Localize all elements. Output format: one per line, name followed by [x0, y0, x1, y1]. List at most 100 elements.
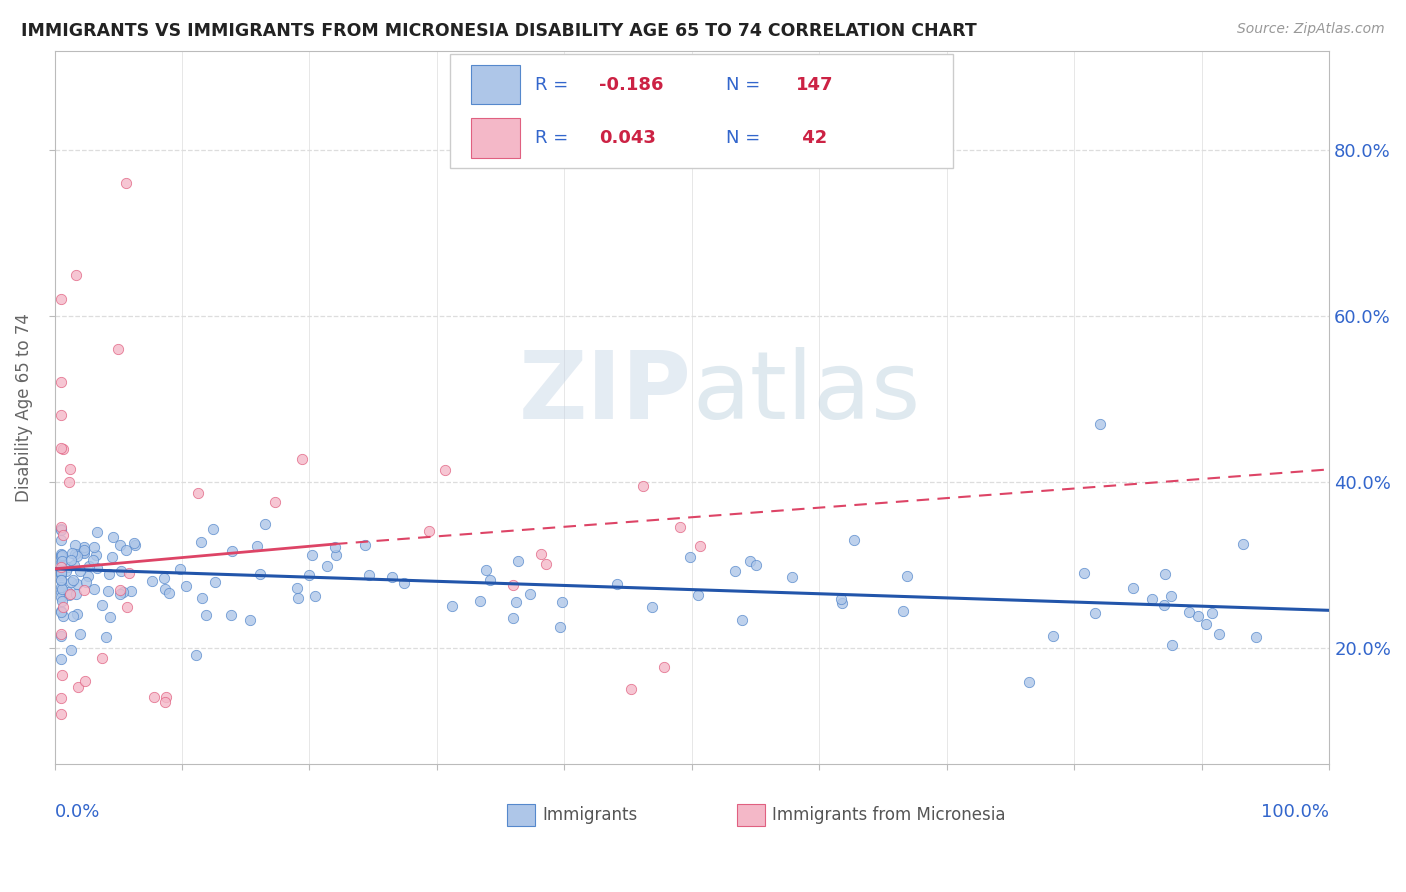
Point	[120, 583, 142, 598]
Text: R =: R =	[536, 76, 574, 94]
Point	[686, 588, 709, 602]
Point	[56, 585, 79, 599]
Point	[221, 544, 243, 558]
Point	[202, 522, 225, 536]
Point	[49, 293, 72, 307]
Point	[433, 463, 456, 477]
Point	[49, 409, 72, 423]
Point	[418, 524, 440, 538]
Point	[1073, 566, 1095, 581]
Point	[114, 543, 136, 558]
Point	[51, 553, 73, 567]
Point	[49, 376, 72, 390]
Point	[731, 613, 754, 627]
Point	[316, 558, 339, 573]
Point	[73, 544, 96, 558]
Point	[49, 442, 72, 456]
Point	[1195, 616, 1218, 631]
Point	[59, 462, 82, 476]
Point	[1232, 537, 1254, 551]
Point	[49, 533, 72, 548]
Point	[49, 573, 72, 587]
Point	[301, 548, 323, 562]
Y-axis label: Disability Age 65 to 74: Disability Age 65 to 74	[15, 313, 32, 501]
Text: Immigrants: Immigrants	[543, 806, 638, 824]
Point	[110, 565, 132, 579]
Point	[831, 597, 853, 611]
Point	[304, 589, 326, 603]
Point	[96, 630, 118, 644]
Point	[287, 591, 309, 605]
FancyBboxPatch shape	[450, 54, 953, 169]
Point	[1187, 609, 1209, 624]
Point	[62, 573, 84, 587]
Point	[195, 608, 218, 623]
Point	[52, 600, 75, 615]
Text: R =: R =	[536, 129, 574, 147]
Point	[323, 540, 346, 554]
Point	[470, 593, 492, 607]
Point	[174, 579, 197, 593]
Point	[530, 547, 553, 561]
Point	[187, 486, 209, 500]
Point	[75, 575, 97, 590]
Point	[63, 538, 86, 552]
Point	[73, 673, 96, 688]
Point	[190, 591, 212, 605]
Point	[239, 613, 262, 627]
Point	[502, 578, 524, 592]
Point	[124, 538, 146, 552]
Point	[49, 690, 72, 705]
Point	[66, 576, 89, 591]
Point	[1160, 589, 1182, 603]
Point	[118, 566, 141, 581]
Point	[86, 561, 108, 575]
Point	[142, 690, 165, 705]
Point	[381, 570, 404, 584]
Point	[155, 690, 177, 705]
Point	[49, 564, 72, 578]
Point	[58, 560, 80, 574]
Point	[122, 536, 145, 550]
Point	[63, 547, 86, 561]
FancyBboxPatch shape	[471, 65, 520, 104]
Point	[63, 558, 86, 572]
Point	[49, 547, 72, 561]
Point	[65, 268, 87, 282]
Point	[298, 567, 321, 582]
Text: 147: 147	[796, 76, 834, 94]
Point	[1154, 566, 1177, 581]
Point	[114, 177, 136, 191]
Point	[505, 595, 527, 609]
Point	[652, 660, 675, 674]
Point	[101, 530, 124, 544]
Point	[51, 585, 73, 599]
Point	[51, 582, 73, 596]
Point	[83, 582, 105, 597]
Point	[90, 650, 112, 665]
Point	[100, 549, 122, 564]
Point	[52, 442, 75, 456]
Point	[689, 539, 711, 553]
Point	[679, 549, 702, 564]
Point	[49, 522, 72, 536]
Point	[204, 575, 226, 590]
Point	[157, 586, 180, 600]
Point	[58, 588, 80, 602]
Point	[357, 567, 380, 582]
Point	[49, 565, 72, 579]
Point	[249, 567, 271, 582]
Point	[620, 681, 643, 696]
Point	[49, 626, 72, 640]
Point	[59, 587, 82, 601]
Point	[1122, 582, 1144, 596]
Point	[831, 591, 853, 606]
Text: 0.043: 0.043	[599, 129, 655, 147]
Point	[73, 546, 96, 560]
Point	[60, 546, 83, 560]
Point	[1140, 592, 1163, 607]
Point	[440, 599, 463, 613]
Point	[67, 680, 90, 694]
Text: 100.0%: 100.0%	[1261, 803, 1329, 821]
Text: IMMIGRANTS VS IMMIGRANTS FROM MICRONESIA DISABILITY AGE 65 TO 74 CORRELATION CHA: IMMIGRANTS VS IMMIGRANTS FROM MICRONESIA…	[21, 22, 977, 40]
